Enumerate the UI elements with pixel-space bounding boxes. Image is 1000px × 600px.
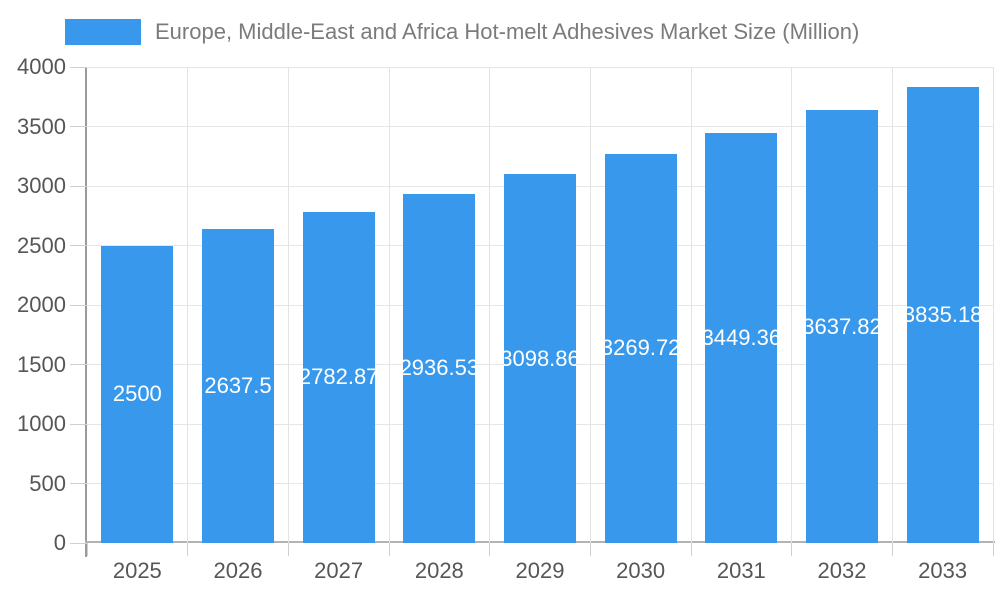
bar-2027: 2782.87 xyxy=(302,211,375,543)
bar-2025: 2500 xyxy=(101,245,174,543)
y-axis-tick-label: 0 xyxy=(53,530,66,555)
bar-value-label: 3449.36 xyxy=(705,324,778,350)
gridline-vertical xyxy=(388,67,390,543)
bar-value-label: 2500 xyxy=(112,381,162,407)
x-axis-tick xyxy=(86,543,88,556)
x-axis-tick-label: 2029 xyxy=(515,558,565,583)
legend-swatch xyxy=(65,19,141,45)
x-axis-tick xyxy=(388,543,390,556)
x-axis-tick-label: 2031 xyxy=(716,558,766,583)
gridline-vertical xyxy=(287,67,289,543)
y-axis-tick xyxy=(70,126,87,127)
bar-2032: 3637.82 xyxy=(806,110,878,543)
x-axis-tick-label: 2027 xyxy=(314,558,364,583)
gridline-vertical xyxy=(791,67,793,543)
bar-value-label: 2936.53 xyxy=(403,355,476,381)
bar-value-label: 2782.87 xyxy=(302,364,375,390)
gridline-horizontal xyxy=(87,126,993,127)
y-axis-line xyxy=(85,67,87,557)
y-axis-tick xyxy=(70,304,87,306)
gridline-vertical xyxy=(891,67,893,543)
bar-2026: 2637.5 xyxy=(202,229,274,543)
gridline-vertical xyxy=(489,67,491,543)
y-axis-tick-label: 3500 xyxy=(17,113,66,139)
y-axis-tick-label: 4000 xyxy=(17,54,66,79)
y-axis-tick xyxy=(70,66,87,68)
x-axis-tick xyxy=(489,543,491,556)
bar-value-label: 3835.18 xyxy=(906,301,979,327)
gridline-vertical xyxy=(589,67,591,543)
legend-item[interactable]: Europe, Middle-East and Africa Hot-melt … xyxy=(65,17,859,47)
gridline-horizontal xyxy=(87,66,993,68)
y-axis-tick-label: 2000 xyxy=(17,292,66,317)
bar-value-label: 3098.86 xyxy=(504,345,576,371)
x-axis-tick-label: 2033 xyxy=(918,558,968,583)
x-axis-tick-label: 2026 xyxy=(213,558,263,583)
plot-area: 2500 2637.5 2782.87 2936.53 3098.86 3269.72 34… xyxy=(87,66,994,543)
x-axis-tick xyxy=(992,543,994,556)
y-axis-tick xyxy=(70,245,87,246)
x-axis-tick xyxy=(891,543,893,556)
bar-2028: 2936.53 xyxy=(403,193,476,543)
bar-2029: 3098.86 xyxy=(504,174,576,543)
legend-label: Europe, Middle-East and Africa Hot-melt … xyxy=(155,19,860,44)
y-axis-tick-label: 1000 xyxy=(17,411,66,436)
y-axis-tick-label: 3000 xyxy=(17,173,66,198)
bar-value-label: 3637.82 xyxy=(806,313,878,339)
gridline-vertical xyxy=(690,67,692,543)
gridline-vertical xyxy=(992,67,994,543)
bar-2031: 3449.36 xyxy=(705,132,778,543)
y-axis-tick-label: 2500 xyxy=(17,232,66,258)
x-axis-tick xyxy=(287,543,289,556)
y-axis-tick xyxy=(70,423,87,425)
y-axis-tick-label: 1500 xyxy=(17,351,66,377)
gridline-vertical xyxy=(187,67,189,543)
y-axis-tick xyxy=(70,542,87,544)
x-axis-tick xyxy=(589,543,591,556)
y-axis-tick-label: 500 xyxy=(29,470,66,496)
x-axis-tick xyxy=(791,543,793,556)
x-axis-tick-label: 2030 xyxy=(616,558,666,583)
bar-value-label: 2637.5 xyxy=(204,373,272,399)
x-axis-tick-label: 2032 xyxy=(817,558,867,583)
bar-value-label: 3269.72 xyxy=(604,335,677,361)
bar-2030: 3269.72 xyxy=(604,153,677,543)
x-axis-tick-label: 2025 xyxy=(112,558,162,583)
bar-2033: 3835.18 xyxy=(906,86,979,543)
y-axis-tick xyxy=(70,185,87,187)
y-axis-tick xyxy=(70,483,87,484)
x-axis-tick xyxy=(690,543,692,556)
y-axis-tick xyxy=(70,364,87,365)
x-axis-tick-label: 2028 xyxy=(414,558,464,583)
x-axis-tick xyxy=(187,543,189,556)
